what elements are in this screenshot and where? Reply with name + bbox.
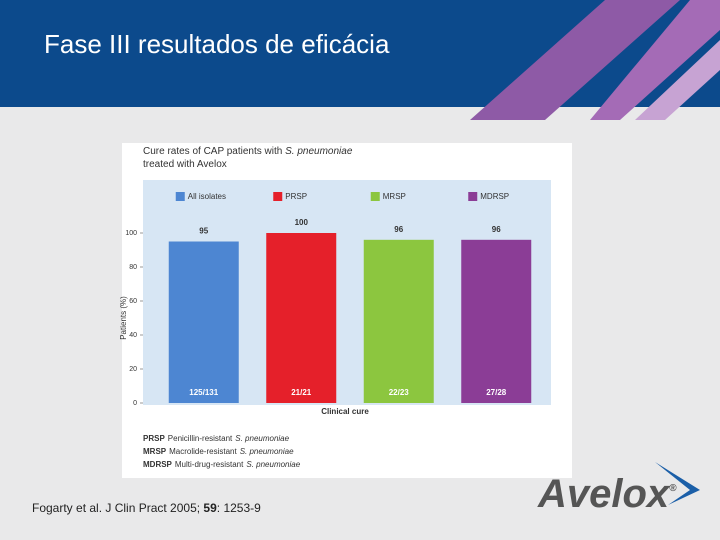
citation-part: Fogarty et al. J Clin Pract 2005; [32, 501, 203, 515]
slide-title: Fase III resultados de eficácia [44, 29, 390, 59]
y-tick-label: 0 [133, 400, 137, 407]
value-label: 95 [199, 227, 208, 236]
footnote-text: Macrolide-resistant [169, 447, 237, 456]
citation-part: 59 [203, 501, 217, 515]
bar [168, 241, 239, 403]
footnote: MRSP Macrolide-resistant S. pneumoniae [143, 447, 294, 456]
footnote-abbr: MDRSP [143, 460, 173, 469]
y-tick-label: 100 [125, 230, 137, 237]
x-axis-label: Clinical cure [321, 407, 369, 416]
legend-label: PRSP [285, 192, 307, 201]
footnote-text: Penicillin-resistant [168, 434, 233, 443]
bar-label: 22/23 [389, 388, 410, 397]
logo-swoosh [655, 462, 700, 505]
legend-swatch [370, 192, 380, 201]
logo-mark: ® [669, 483, 677, 494]
stripe [470, 0, 680, 120]
y-tick-label: 60 [129, 298, 137, 305]
bar-label: 27/28 [486, 388, 507, 397]
footnote-abbr: PRSP [143, 434, 165, 443]
footnote: MDRSP Multi-drug-resistant S. pneumoniae [143, 460, 301, 469]
y-tick-label: 80 [129, 264, 137, 271]
title-part: S. pneumoniae [285, 146, 353, 157]
footnote-organism: S. pneumoniae [240, 447, 294, 456]
footnote-organism: S. pneumoniae [235, 434, 289, 443]
bar-label: 21/21 [291, 388, 312, 397]
footnote-organism: S. pneumoniae [246, 460, 300, 469]
footnote: PRSP Penicillin-resistant S. pneumoniae [143, 434, 290, 443]
legend-swatch [273, 192, 283, 201]
logo-text: Avelox [537, 472, 671, 516]
legend-swatch [468, 192, 478, 201]
value-label: 100 [295, 218, 309, 227]
y-tick-label: 40 [129, 332, 137, 339]
stripe [590, 0, 720, 120]
citation-part: : 1253-9 [217, 501, 261, 515]
bar-label: 125/131 [189, 388, 218, 397]
bar [461, 239, 532, 403]
footnote-abbr: MRSP [143, 447, 167, 456]
chart-title: Cure rates of CAP patients with S. pneum… [143, 146, 353, 170]
y-axis-label: Patients (%) [119, 296, 128, 340]
footnote-text: Multi-drug-resistant [175, 460, 244, 469]
value-label: 96 [492, 225, 501, 234]
logo: Avelox® [537, 472, 677, 516]
legend-swatch [175, 192, 185, 201]
bar [266, 233, 337, 403]
title-part: treated with Avelox [143, 159, 227, 170]
bar [363, 239, 434, 403]
citation: Fogarty et al. J Clin Pract 2005; 59: 12… [32, 501, 261, 515]
value-label: 96 [394, 225, 403, 234]
legend-label: MRSP [383, 192, 406, 201]
stripe [635, 40, 720, 120]
y-tick-label: 20 [129, 366, 137, 373]
legend-label: MDRSP [480, 192, 509, 201]
title-part: Cure rates of CAP patients with [143, 146, 285, 157]
legend-label: All isolates [188, 192, 226, 201]
